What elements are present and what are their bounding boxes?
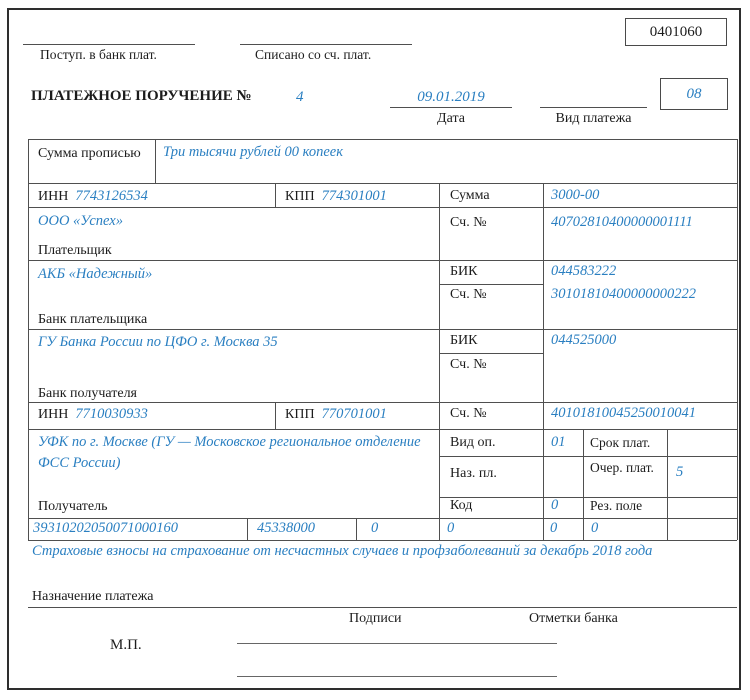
bank-marks-caption: Отметки банка: [529, 611, 618, 626]
payee-kpp-field: КПП 770701001: [285, 406, 387, 424]
grid-line: [275, 402, 276, 429]
sum-label: Сумма: [450, 188, 490, 203]
doc-number-value: 0: [550, 520, 558, 536]
oktmo-value: 45338000: [257, 520, 315, 536]
grid-line: [28, 429, 737, 430]
purpose-text: Страховые взносы на страхование от несча…: [32, 543, 653, 559]
grid-line: [439, 497, 737, 498]
form-code-box: 0401060: [625, 18, 727, 46]
payee-name: УФК по г. Москве (ГУ — Московское регион…: [38, 434, 421, 472]
order-label: Очер. плат.: [590, 460, 654, 475]
payer-name: ООО «Успех»: [38, 213, 123, 229]
reserve-label: Рез. поле: [590, 498, 643, 513]
grid-line: [247, 518, 248, 540]
grid-line: [28, 183, 737, 184]
signature-line: [237, 643, 557, 644]
payee-account-label: Сч. №: [450, 406, 487, 421]
date-caption: Дата: [437, 111, 465, 126]
grid-line: [737, 139, 738, 540]
received-stamp-label: Поступ. в банк плат.: [40, 47, 157, 62]
grid-line: [28, 139, 29, 540]
payer-bank-bik-value: 044583222: [551, 263, 617, 279]
date-line: [390, 107, 512, 108]
grid-line: [356, 518, 357, 540]
purpose-code-label: Наз. пл.: [450, 466, 497, 481]
payer-kpp-field: КПП 774301001: [285, 188, 387, 206]
debited-stamp-label: Списано со сч. плат.: [255, 47, 372, 62]
payer-account-label: Сч. №: [450, 215, 487, 230]
payee-inn-field: ИНН 7710030933: [38, 406, 148, 424]
grid-line: [439, 353, 543, 354]
order-value: 5: [676, 464, 684, 480]
payee-bank-account-label: Сч. №: [450, 357, 487, 372]
grid-line: [28, 329, 737, 330]
grid-line: [28, 540, 737, 541]
amount-words-label: Сумма прописью: [38, 146, 141, 161]
payer-bank-name: АКБ «Надежный»: [38, 266, 153, 282]
payee-bank-bik-value: 044525000: [551, 332, 617, 348]
payer-kpp-label: КПП: [285, 189, 315, 204]
payee-inn-value: 7710030933: [75, 406, 148, 422]
purpose-caption: Назначение платежа: [32, 589, 154, 604]
payee-bank-name: ГУ Банка России по ЦФО г. Москва 35: [38, 334, 278, 350]
payment-kind-line: [540, 107, 647, 108]
payer-bank-account-label: Сч. №: [450, 287, 487, 302]
payer-inn-value: 7743126534: [75, 188, 148, 204]
payment-kind-box: 08: [660, 78, 728, 110]
payer-inn-label: ИНН: [38, 189, 69, 204]
sum-value: 3000-00: [551, 187, 600, 203]
payer-caption: Плательщик: [38, 243, 112, 258]
signature-line: [237, 676, 557, 677]
stamp-caption: М.П.: [110, 637, 142, 653]
form-border: [7, 8, 741, 690]
term-label: Срок плат.: [590, 435, 651, 450]
grid-line: [28, 518, 737, 519]
grid-line: [28, 207, 737, 208]
doc-title: ПЛАТЕЖНОЕ ПОРУЧЕНИЕ №: [31, 88, 252, 104]
op-kind-value: 01: [551, 434, 566, 450]
code-label: Код: [450, 498, 473, 513]
op-kind-label: Вид оп.: [450, 435, 496, 450]
grid-line: [275, 183, 276, 207]
doc-date: 09.01.2019: [417, 89, 485, 105]
payer-bank-bik-label: БИК: [450, 264, 478, 279]
grid-line: [583, 429, 584, 540]
payee-kpp-label: КПП: [285, 407, 315, 422]
payer-account-value: 40702810400000001111: [551, 214, 693, 230]
payee-account-value: 40101810045250010041: [551, 405, 696, 421]
payee-inn-label: ИНН: [38, 407, 69, 422]
payee-bank-bik-label: БИК: [450, 333, 478, 348]
payer-kpp-value: 774301001: [321, 188, 387, 204]
grid-line: [439, 284, 543, 285]
grid-line: [28, 402, 737, 403]
payer-bank-caption: Банк плательщика: [38, 312, 148, 327]
grid-line: [155, 139, 156, 183]
grid-line: [439, 456, 737, 457]
grid-line: [667, 429, 668, 540]
payer-inn-field: ИНН 7743126534: [38, 188, 148, 206]
payer-bank-account-value: 30101810400000000222: [551, 286, 696, 302]
amount-words-value: Три тысячи рублей 00 копеек: [163, 144, 344, 160]
payee-kpp-value: 770701001: [321, 406, 387, 422]
payment-kind-value: 08: [686, 86, 702, 102]
signatures-caption: Подписи: [349, 611, 402, 626]
grid-line: [28, 607, 737, 608]
code-value: 0: [551, 497, 559, 513]
doc-number: 4: [296, 89, 304, 105]
grid-line: [28, 260, 737, 261]
grid-line: [543, 183, 544, 540]
debited-stamp-line: [240, 44, 412, 45]
payee-caption: Получатель: [38, 499, 108, 514]
payment-kind-caption: Вид платежа: [555, 111, 632, 126]
basis-value: 0: [371, 520, 379, 536]
grid-line: [439, 183, 440, 540]
kbk-value: 39310202050071000160: [33, 520, 178, 536]
grid-line: [28, 139, 737, 140]
doc-date-value: 0: [591, 520, 599, 536]
received-stamp-line: [23, 44, 195, 45]
payee-bank-caption: Банк получателя: [38, 386, 137, 401]
period-value: 0: [447, 520, 455, 536]
